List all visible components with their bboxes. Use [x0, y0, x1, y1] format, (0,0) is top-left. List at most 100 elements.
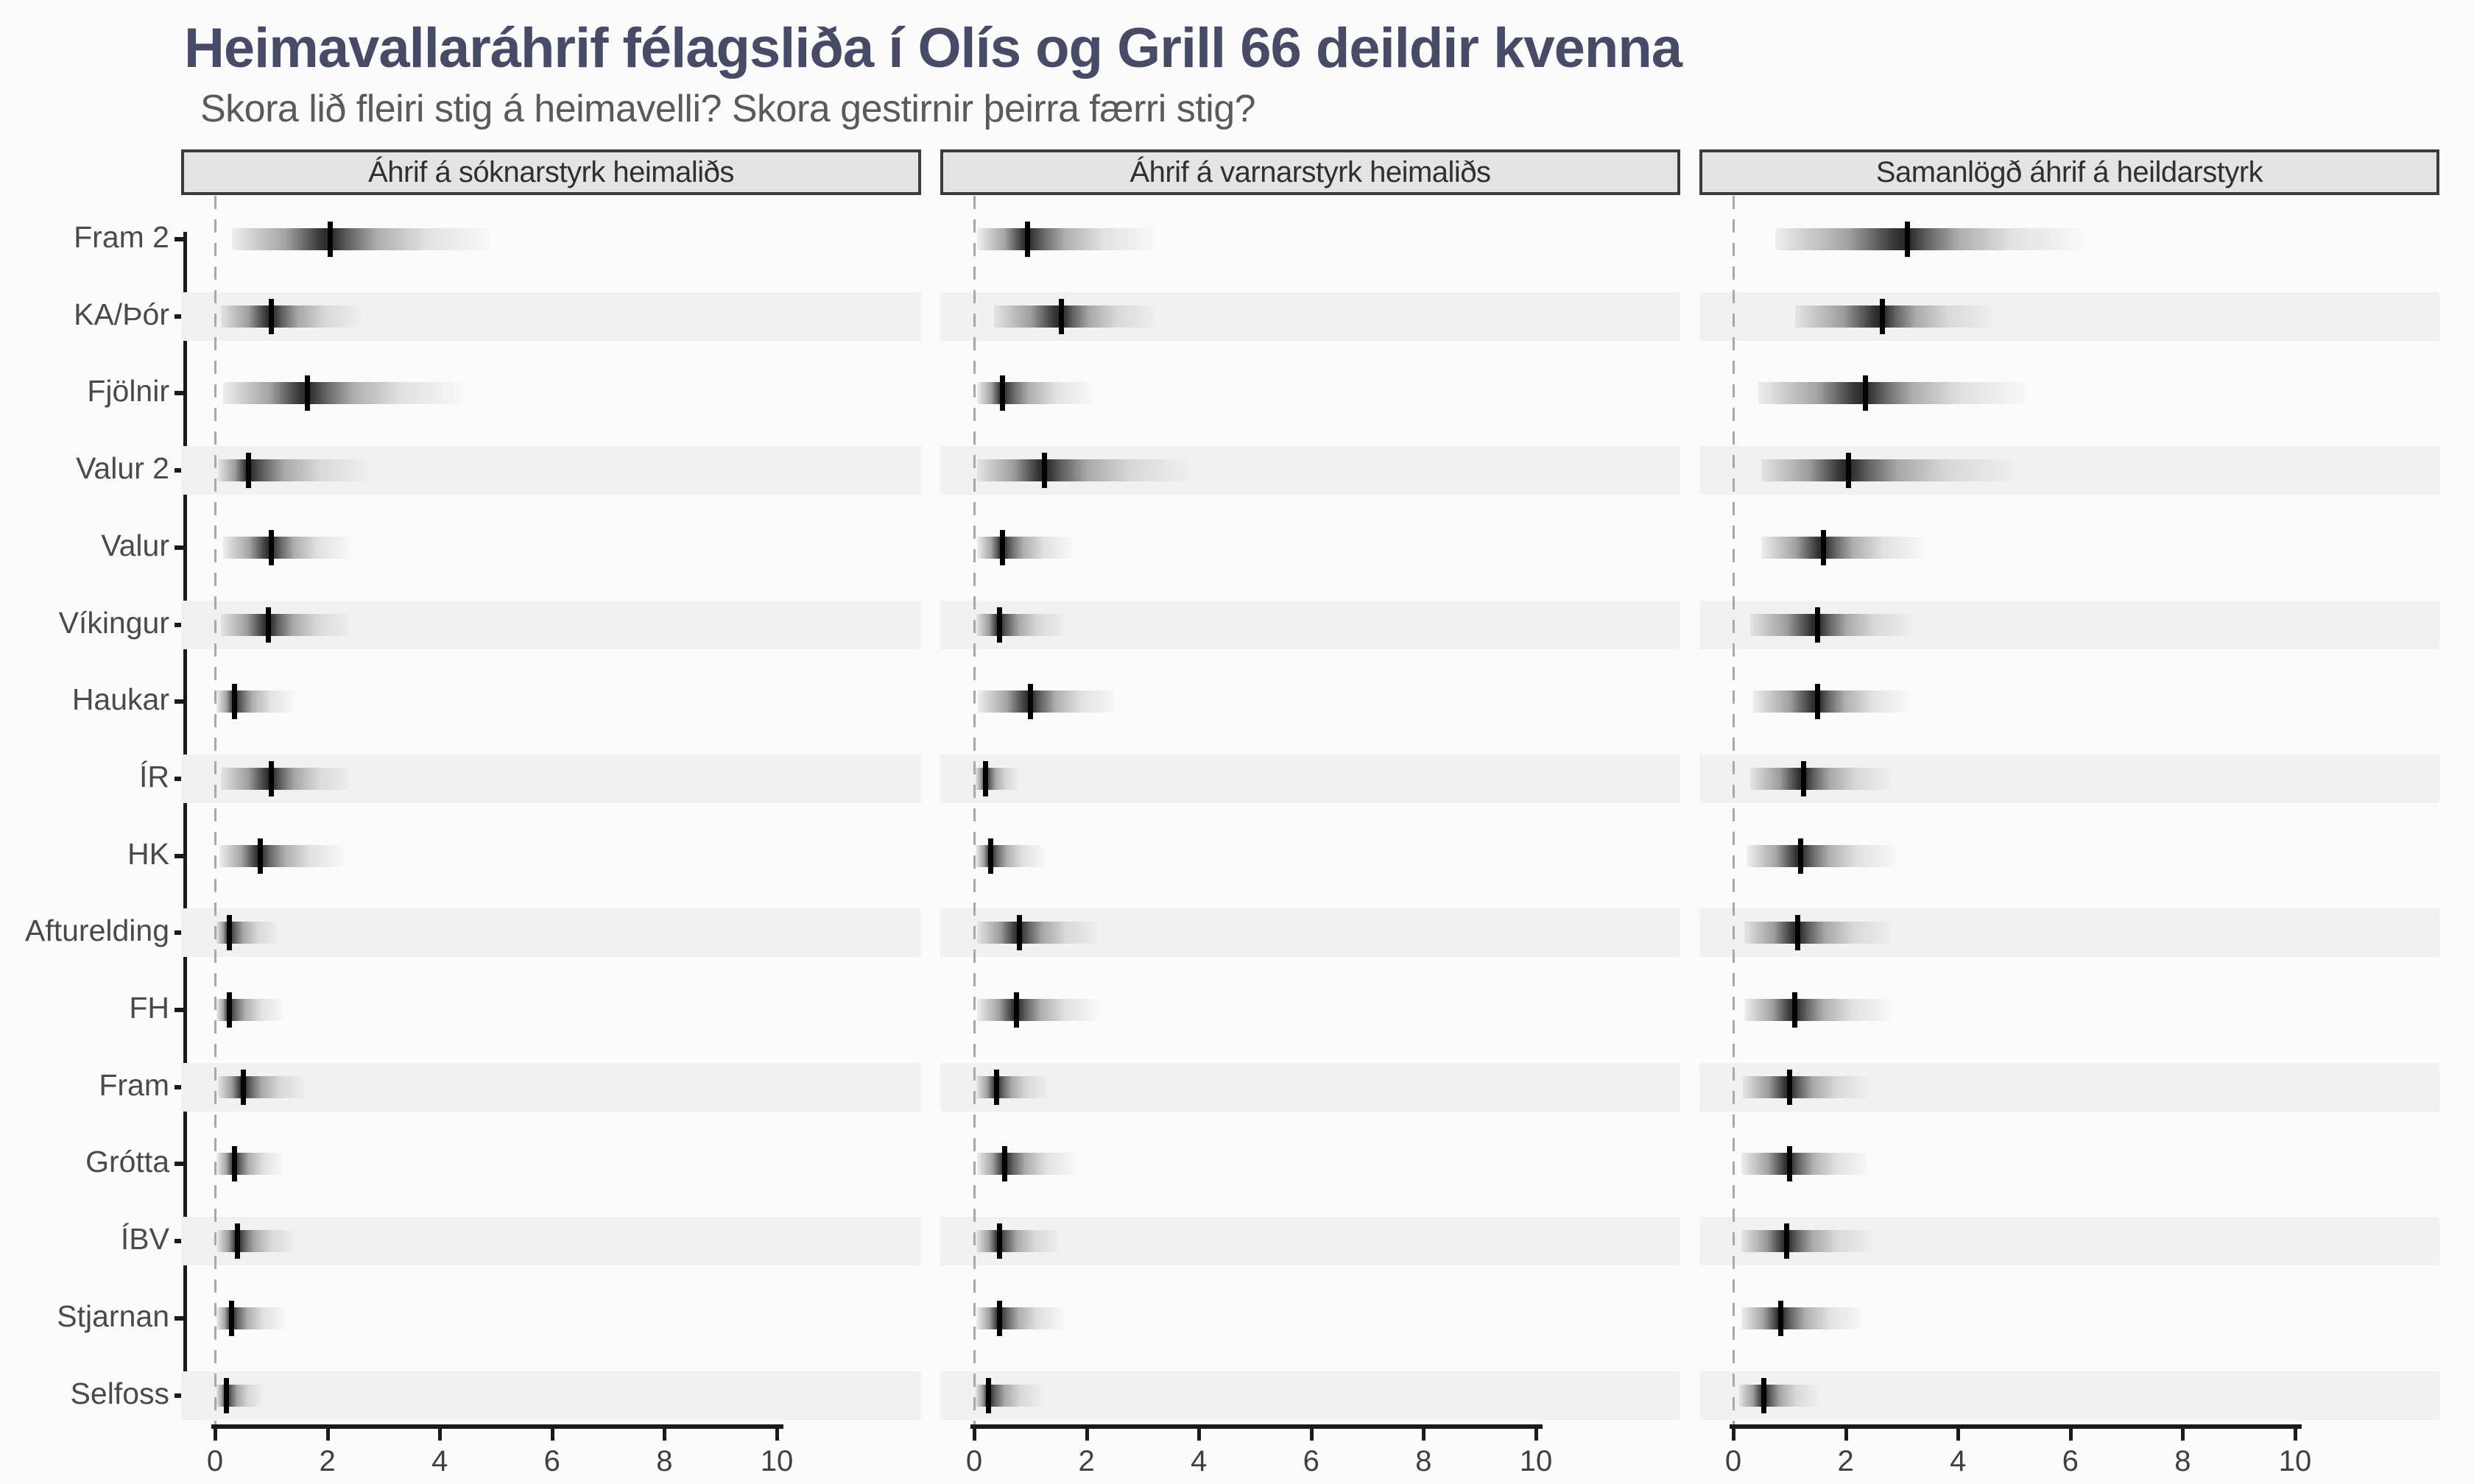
- gradient-interval: [993, 305, 1155, 328]
- median-tick: [268, 529, 274, 565]
- median-tick: [1814, 684, 1820, 720]
- x-axis-tick-label: 0: [1724, 1445, 1742, 1477]
- median-tick: [994, 1069, 1000, 1105]
- x-axis-tick: [973, 1429, 976, 1441]
- gradient-interval: [1752, 690, 1908, 713]
- row-stripe: [940, 754, 1680, 803]
- gradient-interval: [217, 1230, 294, 1253]
- gradient-interval: [976, 1153, 1076, 1176]
- median-tick: [999, 529, 1005, 565]
- gradient-interval: [1741, 1230, 1871, 1253]
- median-tick: [235, 1223, 241, 1259]
- median-tick: [1814, 607, 1820, 643]
- median-tick: [1778, 1300, 1784, 1336]
- x-axis-tick: [2294, 1429, 2297, 1441]
- gradient-interval: [976, 536, 1073, 559]
- y-axis-tick: [175, 776, 185, 781]
- x-axis-tick-label: 6: [1303, 1445, 1319, 1477]
- median-tick: [1795, 915, 1801, 951]
- gradient-interval: [223, 536, 350, 559]
- gradient-interval: [976, 613, 1065, 636]
- row-stripe: [181, 908, 921, 958]
- y-axis-tick: [175, 1239, 185, 1244]
- y-axis-tick: [175, 391, 185, 396]
- median-tick: [1786, 1146, 1792, 1182]
- y-axis-tick: [175, 468, 185, 473]
- x-axis-tick-label: 6: [2062, 1445, 2079, 1477]
- team-label: Fram: [99, 1067, 169, 1102]
- x-axis-tick-label: 4: [1191, 1445, 1208, 1477]
- median-tick: [327, 222, 333, 257]
- median-tick: [982, 760, 988, 796]
- team-label: ÍBV: [120, 1222, 169, 1257]
- x-axis-tick: [663, 1429, 667, 1441]
- team-label: Afturelding: [24, 914, 169, 948]
- gradient-interval: [976, 1075, 1048, 1098]
- x-axis-line: [211, 1424, 783, 1429]
- median-tick: [268, 298, 274, 334]
- x-axis-tick-label: 8: [656, 1445, 673, 1477]
- median-tick: [1027, 684, 1033, 720]
- gradient-interval: [216, 1307, 286, 1329]
- median-tick: [1786, 1069, 1792, 1105]
- median-tick: [1792, 992, 1798, 1028]
- team-label: FH: [129, 991, 169, 1025]
- median-tick: [1013, 992, 1019, 1028]
- y-axis-tick: [175, 930, 185, 936]
- median-tick: [257, 838, 263, 874]
- x-axis-tick: [325, 1429, 330, 1441]
- y-axis-tick: [175, 853, 185, 858]
- x-axis-tick: [1422, 1429, 1426, 1441]
- gradient-interval: [219, 844, 345, 867]
- gradient-interval: [216, 690, 294, 713]
- x-axis-tick-label: 8: [2174, 1445, 2191, 1477]
- team-label: Stjarnan: [57, 1298, 169, 1333]
- zero-reference-line: [1733, 196, 1735, 1437]
- x-axis-tick-label: 4: [1950, 1445, 1967, 1477]
- gradient-interval: [1744, 922, 1891, 944]
- median-tick: [996, 1223, 1002, 1259]
- median-tick: [240, 1069, 246, 1105]
- team-label: Fjölnir: [87, 374, 169, 409]
- median-tick: [305, 375, 311, 411]
- median-tick: [996, 1300, 1002, 1336]
- x-axis-tick: [2068, 1429, 2073, 1441]
- gradient-interval: [1738, 1384, 1818, 1407]
- y-axis-line: [183, 232, 187, 1403]
- gradient-interval: [1747, 844, 1897, 867]
- gradient-interval: [231, 228, 490, 250]
- panel-header: Áhrif á varnarstyrk heimaliðs: [940, 149, 1680, 195]
- panel-header-label: Samanlögð áhrif á heildarstyrk: [1875, 155, 2263, 188]
- median-tick: [226, 992, 232, 1028]
- zero-reference-line: [973, 196, 976, 1437]
- median-tick: [1016, 915, 1022, 951]
- gradient-interval: [220, 767, 350, 790]
- x-axis-tick-label: 0: [206, 1445, 224, 1477]
- team-label: Víkingur: [58, 605, 169, 640]
- gradient-interval: [216, 1153, 283, 1176]
- median-tick: [1783, 1223, 1789, 1259]
- x-axis-tick: [1197, 1429, 1202, 1441]
- x-axis-tick: [1956, 1429, 1961, 1441]
- median-tick: [996, 607, 1002, 643]
- median-tick: [1820, 529, 1826, 565]
- median-tick: [1862, 375, 1868, 411]
- y-axis-tick: [175, 699, 185, 704]
- median-tick: [1845, 453, 1851, 489]
- team-label: Fram 2: [74, 220, 169, 254]
- chart-subtitle: Skora lið fleiri stig á heimavelli? Skor…: [200, 88, 1256, 130]
- team-label: Haukar: [71, 682, 169, 717]
- x-axis-tick-label: 0: [965, 1445, 983, 1477]
- gradient-interval: [1744, 999, 1891, 1021]
- median-tick: [1798, 838, 1804, 874]
- chart-title: Heimavallaráhrif félagsliða í Olís og Gr…: [184, 17, 1682, 80]
- row-stripe: [940, 1217, 1680, 1266]
- gradient-interval: [1741, 1153, 1869, 1176]
- x-axis-tick: [438, 1429, 443, 1441]
- x-axis-line: [1730, 1424, 2302, 1429]
- team-label: ÍR: [139, 759, 169, 794]
- y-axis-tick: [175, 622, 185, 627]
- x-axis-line: [970, 1424, 1543, 1429]
- gradient-interval: [977, 690, 1115, 713]
- median-tick: [1800, 760, 1806, 796]
